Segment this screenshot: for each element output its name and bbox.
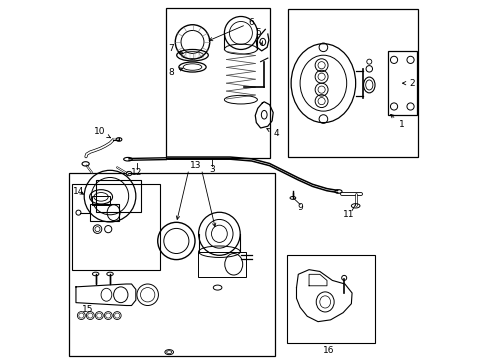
Text: 13: 13 — [190, 161, 202, 170]
Bar — [287, 9, 418, 157]
Bar — [69, 173, 274, 356]
Bar — [286, 255, 375, 343]
Text: 3: 3 — [209, 165, 215, 174]
Text: 15: 15 — [82, 305, 93, 314]
Text: 9: 9 — [297, 203, 303, 212]
Text: 5: 5 — [254, 28, 262, 45]
Text: 4: 4 — [266, 129, 278, 138]
Bar — [96, 180, 140, 212]
Bar — [387, 51, 416, 116]
Text: 2: 2 — [402, 79, 414, 88]
Text: 6: 6 — [209, 18, 254, 41]
Text: 10: 10 — [93, 127, 110, 138]
Bar — [89, 204, 119, 221]
Bar — [198, 252, 246, 277]
Text: 11: 11 — [342, 210, 353, 219]
Text: 8: 8 — [168, 68, 183, 77]
Text: 7: 7 — [168, 44, 183, 54]
Text: 16: 16 — [323, 346, 334, 355]
Text: 14: 14 — [73, 187, 84, 196]
Bar — [92, 196, 110, 205]
Text: 12: 12 — [131, 168, 142, 177]
Bar — [165, 8, 269, 158]
Bar — [72, 184, 160, 270]
Text: 1: 1 — [390, 114, 404, 129]
